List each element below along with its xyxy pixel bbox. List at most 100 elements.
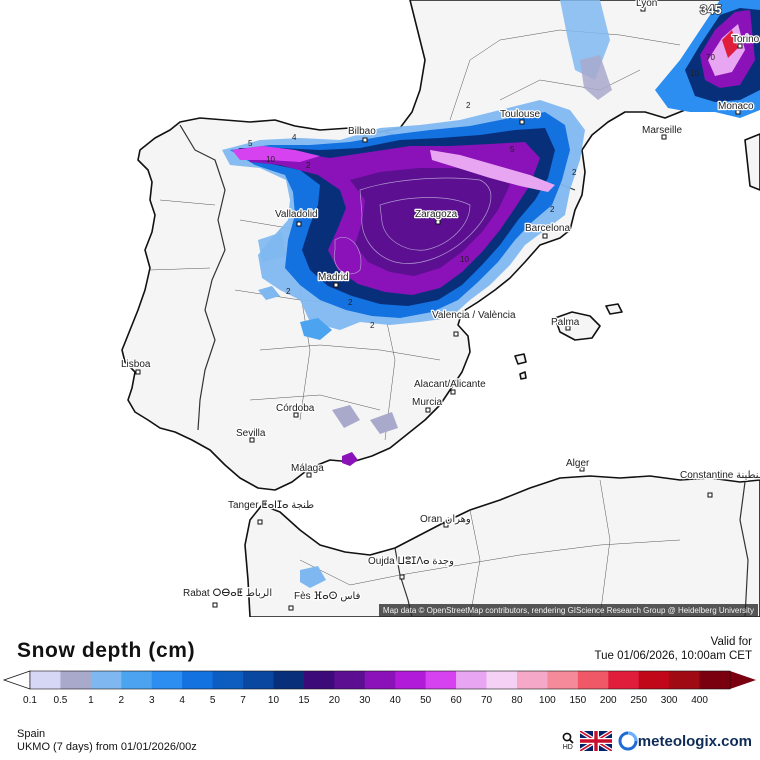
scale-tick-label: 15: [298, 695, 310, 706]
city-sevilla[interactable]: Sevilla: [235, 427, 267, 443]
scale-swatch-50[interactable]: [425, 671, 457, 689]
svg-text:Rabat ⵔⴱⴰⵟ الرباط: Rabat ⵔⴱⴰⵟ الرباط: [183, 588, 272, 599]
city-marseille[interactable]: Marseille: [641, 124, 684, 140]
snow-patch-center-w: [258, 286, 280, 300]
snow-area-lightblue-sw: [258, 232, 286, 262]
snow-depth-layer: [222, 0, 760, 588]
scale-swatch-5[interactable]: [212, 671, 244, 689]
city-madrid[interactable]: Madrid: [317, 271, 350, 288]
scale-swatch-3[interactable]: [151, 671, 183, 689]
scale-swatch-40[interactable]: [395, 671, 427, 689]
scale-swatch-100[interactable]: [547, 671, 579, 689]
city-bilbao[interactable]: Bilbao: [347, 125, 378, 143]
city-rabat[interactable]: Rabat ⵔⴱⴰⵟ الرباط: [182, 587, 273, 608]
map-attribution[interactable]: Map data © OpenStreetMap contributors, r…: [378, 604, 758, 617]
scale-swatch-30[interactable]: [364, 671, 396, 689]
scale-swatch-15[interactable]: [303, 671, 335, 689]
scale-tick-label: 40: [390, 695, 402, 706]
city-monaco[interactable]: Monaco: [717, 100, 755, 115]
contour-label-layer: 5 4 10 2 2 2 10 2 5 2 2 2 70 10 345: [248, 1, 723, 330]
scale-swatch-70[interactable]: [486, 671, 518, 689]
city-tanger[interactable]: Tanger ⵟⴰⵏⵊⴰ طنجة: [227, 499, 315, 525]
city-alicante[interactable]: Alacant/Alicante: [413, 378, 487, 395]
scale-swatch-1[interactable]: [90, 671, 122, 689]
snow-patch-south-1: [332, 405, 360, 428]
city-palma[interactable]: Palma: [550, 316, 581, 331]
scale-tick-label: 400: [691, 695, 708, 706]
svg-text:Málaga: Málaga: [291, 463, 324, 474]
scale-swatch-400[interactable]: [699, 671, 731, 689]
scale-swatch-20[interactable]: [334, 671, 366, 689]
scale-tick-label: 7: [240, 695, 246, 706]
weather-map[interactable]: 5 4 10 2 2 2 10 2 5 2 2 2 70 10 345 Lyon…: [0, 0, 760, 617]
svg-text:Oujda ⵡⵓⵊⴷⴰ وجدة: Oujda ⵡⵓⵊⴷⴰ وجدة: [368, 556, 454, 567]
city-valladolid[interactable]: Valladolid: [274, 208, 319, 227]
model-run-label[interactable]: UKMO (7 days) from 01/01/2026/00z: [17, 741, 197, 753]
scale-swatch-10[interactable]: [273, 671, 305, 689]
city-barcelona[interactable]: Barcelona: [524, 222, 572, 239]
city-malaga[interactable]: Málaga: [290, 462, 326, 478]
city-cordoba[interactable]: Córdoba: [275, 402, 316, 418]
svg-text:Córdoba: Córdoba: [276, 403, 315, 414]
island-corsica: [744, 133, 760, 191]
city-zaragoza[interactable]: Zaragoza: [414, 208, 459, 225]
scale-swatch-0.1[interactable]: [30, 671, 61, 689]
scale-tick-label: 1: [88, 695, 94, 706]
city-alger[interactable]: Alger: [565, 457, 591, 472]
border-algeria-tunisia: [739, 481, 749, 617]
scale-swatch-2[interactable]: [121, 671, 153, 689]
city-oran[interactable]: Oran وهران: [419, 513, 472, 528]
svg-text:Palma: Palma: [551, 317, 580, 328]
scale-tick-label: 0.1: [23, 695, 37, 706]
scale-swatch-0.5[interactable]: [60, 671, 92, 689]
hd-toggle[interactable]: HD: [562, 732, 574, 751]
svg-text:Bilbao: Bilbao: [348, 126, 376, 137]
valid-time[interactable]: Tue 01/06/2026, 10:00am CET: [594, 650, 752, 662]
city-lisboa[interactable]: Lisboa: [120, 358, 152, 375]
map-canvas[interactable]: 5 4 10 2 2 2 10 2 5 2 2 2 70 10 345 Lyon…: [0, 0, 760, 617]
city-lyon[interactable]: Lyon: [635, 0, 659, 12]
svg-text:Alger: Alger: [566, 458, 590, 469]
scale-swatch-150[interactable]: [577, 671, 609, 689]
scale-tick-label: 10: [268, 695, 280, 706]
city-toulouse[interactable]: Toulouse: [499, 108, 542, 125]
scale-swatch-60[interactable]: [456, 671, 488, 689]
scale-swatch-250[interactable]: [638, 671, 670, 689]
city-layer: Lyon Torino Marseille Monaco Toulouse Bi…: [120, 0, 760, 611]
hd-label: HD: [562, 743, 573, 751]
city-torino[interactable]: Torino: [731, 33, 760, 49]
scale-tick-label: 60: [451, 695, 463, 706]
scale-swatch-300[interactable]: [669, 671, 701, 689]
city-valencia[interactable]: Valencia / València: [431, 309, 517, 337]
scale-tick-label: 200: [600, 695, 617, 706]
snow-area-alps-red: [722, 30, 738, 58]
city-oujda[interactable]: Oujda ⵡⵓⵊⴷⴰ وجدة: [367, 555, 455, 580]
footer-icons: HD meteologix.com: [562, 728, 752, 754]
svg-text:Monaco: Monaco: [718, 101, 754, 112]
contour-label: 10: [690, 69, 699, 78]
city-constantine[interactable]: Constantine قسنطينة: [679, 469, 760, 498]
scale-swatch-200[interactable]: [608, 671, 640, 689]
svg-text:Zaragoza: Zaragoza: [415, 209, 458, 220]
contour-label: 2: [550, 205, 555, 214]
brand-logo[interactable]: meteologix.com: [618, 731, 752, 751]
snow-area-massif-2: [580, 55, 612, 100]
scale-swatch-7[interactable]: [243, 671, 274, 689]
contour-label: 2: [348, 298, 353, 307]
contour-label: 10: [266, 155, 275, 164]
contour-lines: [333, 177, 492, 275]
island-mallorca: [554, 311, 601, 341]
magnifier-icon: [562, 732, 574, 744]
city-murcia[interactable]: Murcia: [411, 396, 444, 413]
city-fes[interactable]: Fès ⴼⴰⵙ فاس: [288, 590, 362, 611]
svg-text:Barcelona: Barcelona: [525, 223, 570, 234]
scale-swatch-4[interactable]: [182, 671, 214, 689]
scale-swatch-80[interactable]: [516, 671, 548, 689]
scale-arrow-min: [2, 670, 31, 690]
uk-flag-icon[interactable]: [579, 731, 612, 751]
svg-text:Oran وهران: Oran وهران: [420, 514, 471, 525]
color-scale[interactable]: 0.1 0.5 1 2 3 4 5 7 10 15 20 30 40 50 60 70 80 100 150 200 2…: [0, 669, 760, 709]
snow-patch-sierra-nevada: [342, 452, 358, 466]
scale-tick-label: 2: [119, 695, 125, 706]
scale-tick-label: 150: [569, 695, 586, 706]
